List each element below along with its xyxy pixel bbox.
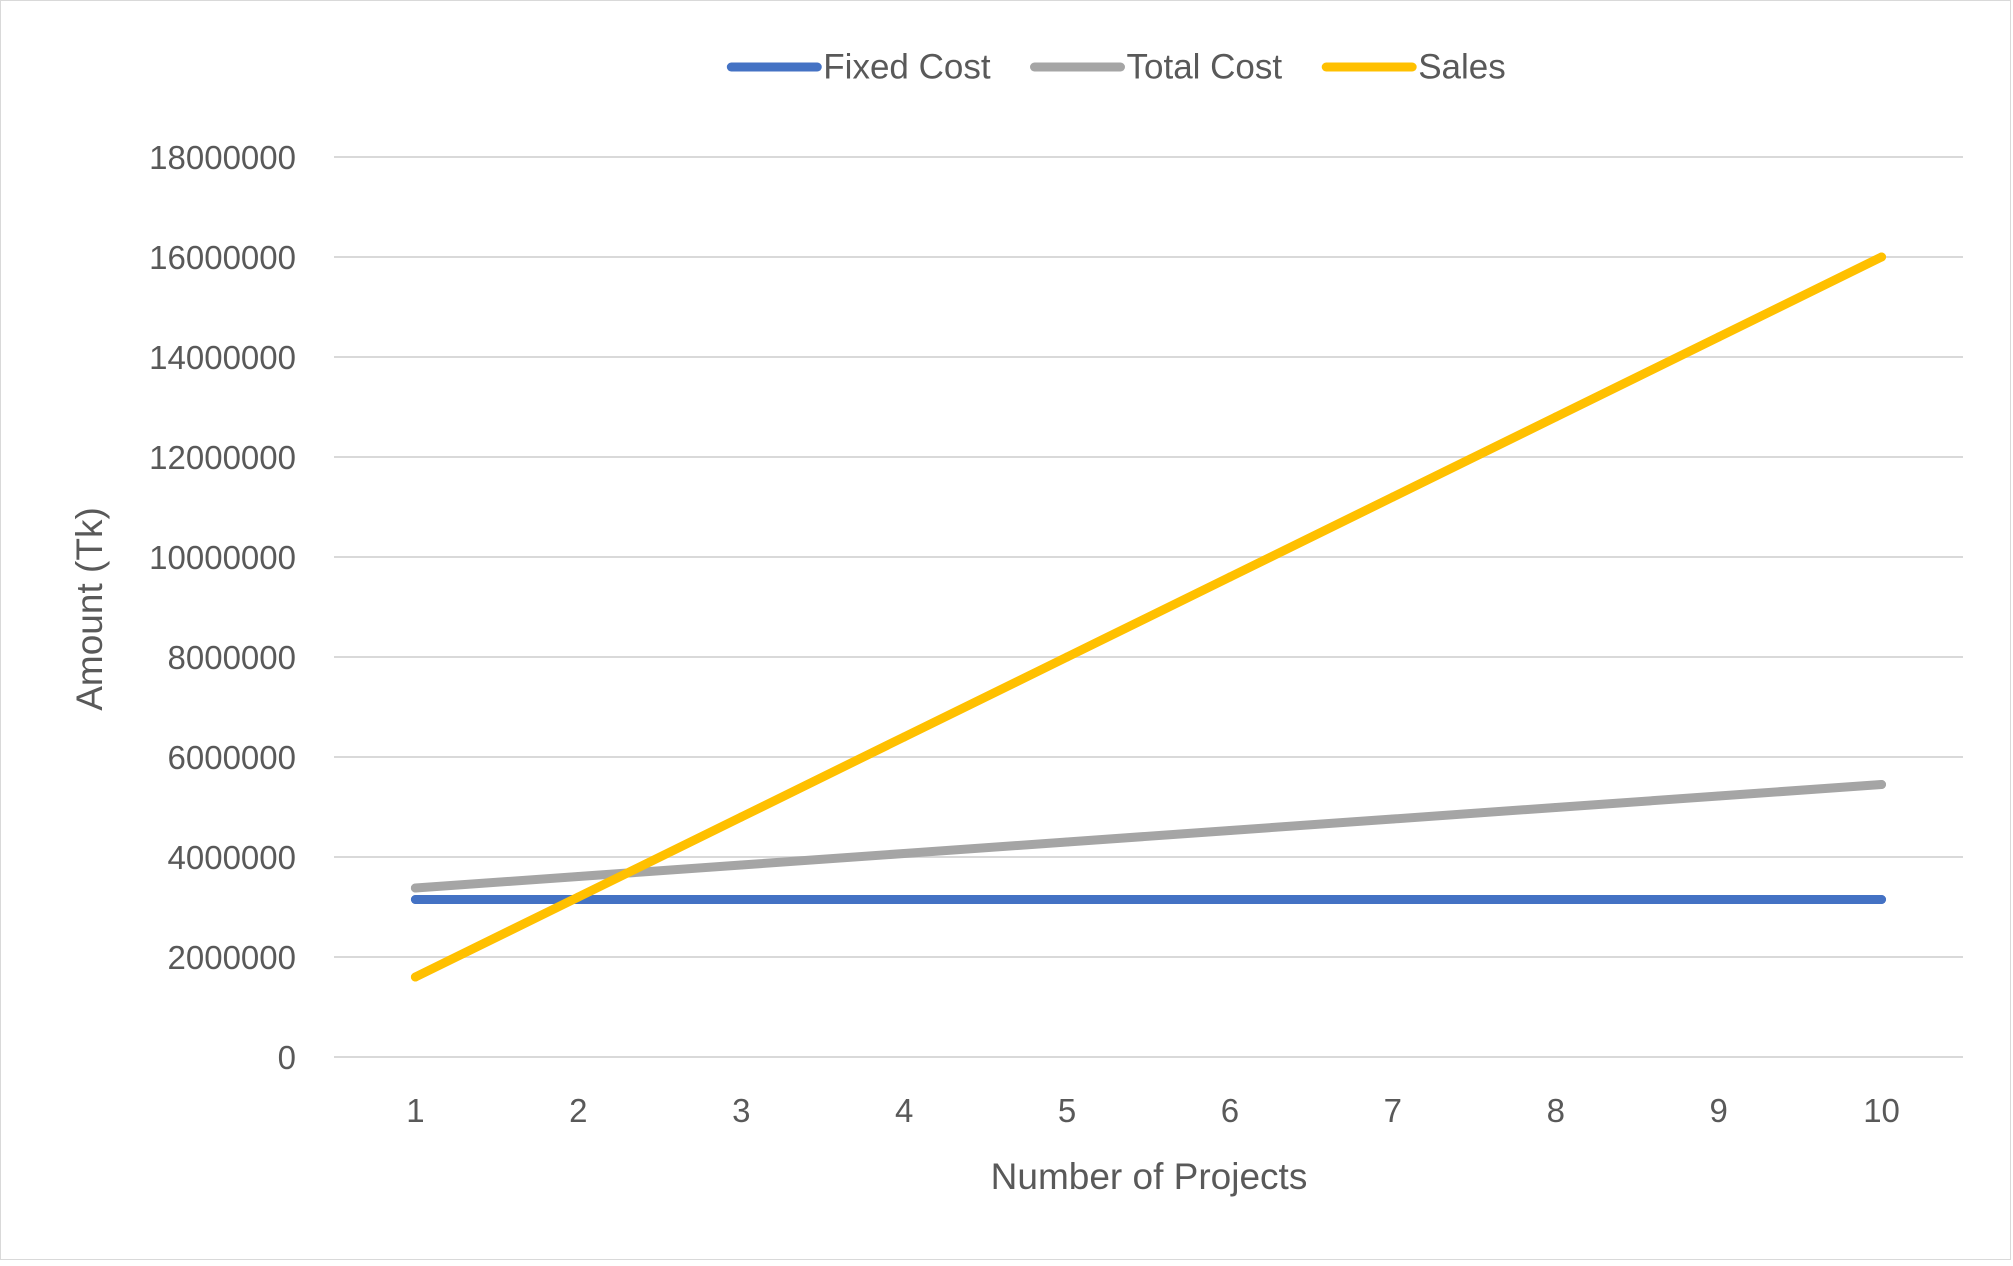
y-tick-label: 16000000 [149,239,296,276]
legend-label: Total Cost [1127,48,1283,87]
series-total-cost [410,780,1887,893]
x-tick-label: 5 [1058,1092,1076,1129]
data-point [1877,895,1887,904]
data-point [1877,252,1887,262]
data-point [1714,895,1724,904]
x-tick-label: 8 [1547,1092,1565,1129]
legend-item: Sales [1321,48,1506,87]
x-tick-label: 2 [569,1092,587,1129]
x-axis-title: Number of Projects [991,1156,1308,1197]
data-point [899,895,909,904]
legend: Fixed Cost Total Cost Sales [726,48,1506,87]
x-tick-label: 7 [1384,1092,1402,1129]
series-line [410,780,1886,893]
data-point [1551,895,1561,904]
gridlines [334,156,1963,1058]
data-point [1062,837,1072,847]
series-lines [410,252,1887,982]
series-line [410,252,1886,982]
legend-label: Sales [1418,48,1506,87]
data-point [1062,652,1072,662]
data-point [1225,895,1235,904]
x-tick-label: 4 [895,1092,913,1129]
x-tick-label: 3 [732,1092,750,1129]
y-tick-label: 12000000 [149,439,296,476]
data-point [899,732,909,742]
data-point [410,972,420,982]
y-tick-label: 18000000 [149,139,296,176]
x-tick-label: 10 [1863,1092,1900,1129]
y-tick-label: 4000000 [168,839,296,876]
data-point [573,892,583,902]
data-point [736,812,746,822]
y-tick-label: 8000000 [168,639,296,676]
data-point [573,872,583,881]
data-point [899,849,909,858]
legend-item: Fixed Cost [726,48,991,87]
y-tick-label: 10000000 [149,539,296,576]
y-tick-label: 14000000 [149,339,296,376]
series-fixed-cost [410,895,1887,904]
data-point [1551,412,1561,422]
y-axis-tick-labels: 0 2000000 4000000 6000000 8000000 10000000 120… [149,139,296,1076]
x-tick-label: 1 [406,1092,424,1129]
legend-label: Fixed Cost [823,48,991,87]
x-tick-label: 9 [1709,1092,1727,1129]
y-tick-label: 0 [278,1039,296,1076]
data-point [410,895,420,904]
y-tick-label: 6000000 [168,739,296,776]
data-point [1388,492,1398,502]
legend-item: Total Cost [1030,48,1283,87]
data-point [736,895,746,904]
data-point [410,883,420,893]
data-point [1062,895,1072,904]
y-axis-title: Amount (Tk) [69,507,110,711]
data-point [736,860,746,870]
series-sales [410,252,1887,982]
data-point [1225,826,1235,835]
x-tick-label: 6 [1221,1092,1239,1129]
data-point [1551,803,1561,812]
data-point [1714,332,1724,342]
y-tick-label: 2000000 [168,939,296,976]
x-axis-tick-labels: 1 2 3 4 5 6 7 8 9 10 [406,1092,1900,1129]
data-point [1877,780,1887,789]
data-point [1388,895,1398,904]
data-point [1225,572,1235,582]
data-point [1388,814,1398,824]
data-point [1714,791,1724,801]
